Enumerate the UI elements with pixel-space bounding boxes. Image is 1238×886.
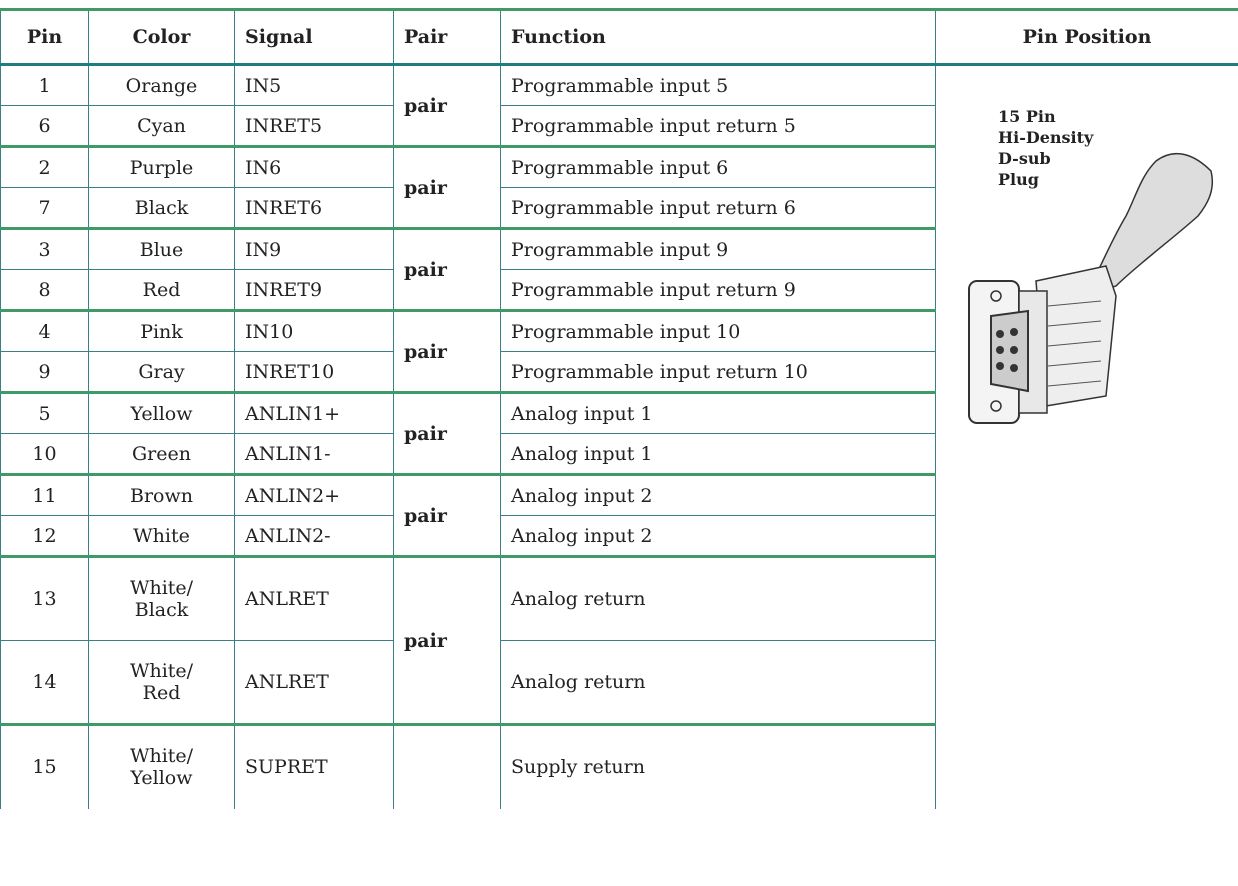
pin-cell: 5 <box>0 391 89 434</box>
label-line: Hi-Density <box>998 128 1094 147</box>
pin-cell: 7 <box>0 187 89 229</box>
connector-drawing <box>968 152 1213 424</box>
color-cell: Green <box>88 433 235 475</box>
color-cell: Red <box>88 269 235 311</box>
table-row: 14 White/ Red ANLRET Analog return <box>0 640 1238 725</box>
pair-cell: pair <box>393 227 501 311</box>
signal-cell: IN9 <box>234 227 394 270</box>
table-row: 8 Red INRET9 Programmable input return 9 <box>0 269 1238 311</box>
pin-cell: 14 <box>0 640 89 725</box>
signal-cell: ANLIN1+ <box>234 391 394 434</box>
color-cell: Pink <box>88 309 235 352</box>
signal-cell: IN5 <box>234 64 394 106</box>
pair-cell: pair <box>393 555 501 725</box>
pin-cell: 13 <box>0 555 89 641</box>
color-cell: White/ Black <box>88 555 235 641</box>
color-cell: Purple <box>88 145 235 188</box>
function-cell: Programmable input return 6 <box>500 187 936 229</box>
function-cell: Analog return <box>500 640 936 725</box>
table-row: 2 Purple IN6 pair Programmable input 6 <box>0 145 1238 229</box>
table-row: 12 White ANLIN2- Analog input 2 <box>0 515 1238 557</box>
table-row: 7 Black INRET6 Programmable input return 6 <box>0 187 1238 229</box>
signal-cell: IN10 <box>234 309 394 352</box>
pin-cell: 9 <box>0 351 89 393</box>
function-cell: Supply return <box>500 723 936 809</box>
column-header: Color <box>88 8 235 66</box>
table-row: 3 Blue IN9 pair Programmable input 9 <box>0 227 1238 311</box>
table-row: 13 White/ Black ANLRET pair Analog return <box>0 555 1238 725</box>
pair-cell: pair <box>393 64 501 147</box>
table-row: 9 Gray INRET10 Programmable input return 10 <box>0 351 1238 393</box>
pin-cell: 1 <box>0 64 89 106</box>
pair-cell: pair <box>393 473 501 557</box>
pair-cell: pair <box>393 145 501 229</box>
pin-cell: 11 <box>0 473 89 516</box>
signal-cell: ANLIN2+ <box>234 473 394 516</box>
pin-cell: 6 <box>0 105 89 147</box>
pair-cell: pair <box>393 309 501 393</box>
label-line: Plug <box>998 170 1039 189</box>
color-cell: Cyan <box>88 105 235 147</box>
signal-cell: ANLIN1- <box>234 433 394 475</box>
color-cell: Black <box>88 187 235 229</box>
signal-cell: SUPRET <box>234 723 394 809</box>
signal-cell: ANLRET <box>234 555 394 641</box>
label-line: D-sub <box>998 149 1051 168</box>
column-header: Pin Position <box>935 8 1238 66</box>
signal-cell: INRET6 <box>234 187 394 229</box>
table-row: 6 Cyan INRET5 Programmable input return 5 <box>0 105 1238 147</box>
label-line: 15 Pin <box>998 107 1056 126</box>
signal-cell: ANLRET <box>234 640 394 725</box>
pinout-table: Pin Color Signal Pair Function Pin Position 1… <box>0 8 1238 809</box>
connector-label: 15 Pin Hi-Density D-sub Plug <box>998 106 1093 190</box>
function-cell: Programmable input return 5 <box>500 105 936 147</box>
signal-cell: ANLIN2- <box>234 515 394 557</box>
pin-position-cell: 15 Pin Hi-Density D-sub Plug <box>935 64 1238 809</box>
header-row: Pin Color Signal Pair Function Pin Position <box>0 8 1238 66</box>
function-cell: Programmable input 9 <box>500 227 936 270</box>
table-row: 10 Green ANLIN1- Analog input 1 <box>0 433 1238 475</box>
signal-cell: INRET10 <box>234 351 394 393</box>
function-cell: Programmable input 10 <box>500 309 936 352</box>
function-cell: Programmable input 6 <box>500 145 936 188</box>
function-cell: Analog input 1 <box>500 391 936 434</box>
signal-cell: INRET5 <box>234 105 394 147</box>
column-header: Signal <box>234 8 394 66</box>
function-cell: Analog return <box>500 555 936 641</box>
pin-cell: 2 <box>0 145 89 188</box>
column-header: Function <box>500 8 936 66</box>
pin-cell: 3 <box>0 227 89 270</box>
color-cell: Yellow <box>88 391 235 434</box>
table-row: 1 Orange IN5 pair Programmable input 5 15 Pi… <box>0 64 1238 809</box>
pin-cell: 12 <box>0 515 89 557</box>
table-body: 1 Orange IN5 pair Programmable input 5 15 Pi… <box>0 64 1238 809</box>
color-cell: Orange <box>88 64 235 106</box>
function-cell: Analog input 2 <box>500 515 936 557</box>
column-header: Pin <box>0 8 89 66</box>
table-row: 15 White/ Yellow SUPRET Supply return <box>0 723 1238 809</box>
function-cell: Programmable input return 9 <box>500 269 936 311</box>
pin-cell: 4 <box>0 309 89 352</box>
signal-cell: IN6 <box>234 145 394 188</box>
color-cell: White/ Yellow <box>88 723 235 809</box>
signal-cell: INRET9 <box>234 269 394 311</box>
column-header: Pair <box>393 8 501 66</box>
color-cell: White/ Red <box>88 640 235 725</box>
function-cell: Programmable input return 10 <box>500 351 936 393</box>
pin-cell: 8 <box>0 269 89 311</box>
function-cell: Analog input 1 <box>500 433 936 475</box>
color-cell: White <box>88 515 235 557</box>
pin-cell: 15 <box>0 723 89 809</box>
function-cell: Programmable input 5 <box>500 64 936 106</box>
table-row: 4 Pink IN10 pair Programmable input 10 <box>0 309 1238 393</box>
color-cell: Gray <box>88 351 235 393</box>
function-cell: Analog input 2 <box>500 473 936 516</box>
color-cell: Blue <box>88 227 235 270</box>
pin-position: 15 Pin Hi-Density D-sub Plug <box>936 66 1236 486</box>
pair-cell: pair <box>393 391 501 475</box>
color-cell: Brown <box>88 473 235 516</box>
pair-cell <box>393 723 501 809</box>
pin-cell: 10 <box>0 433 89 475</box>
